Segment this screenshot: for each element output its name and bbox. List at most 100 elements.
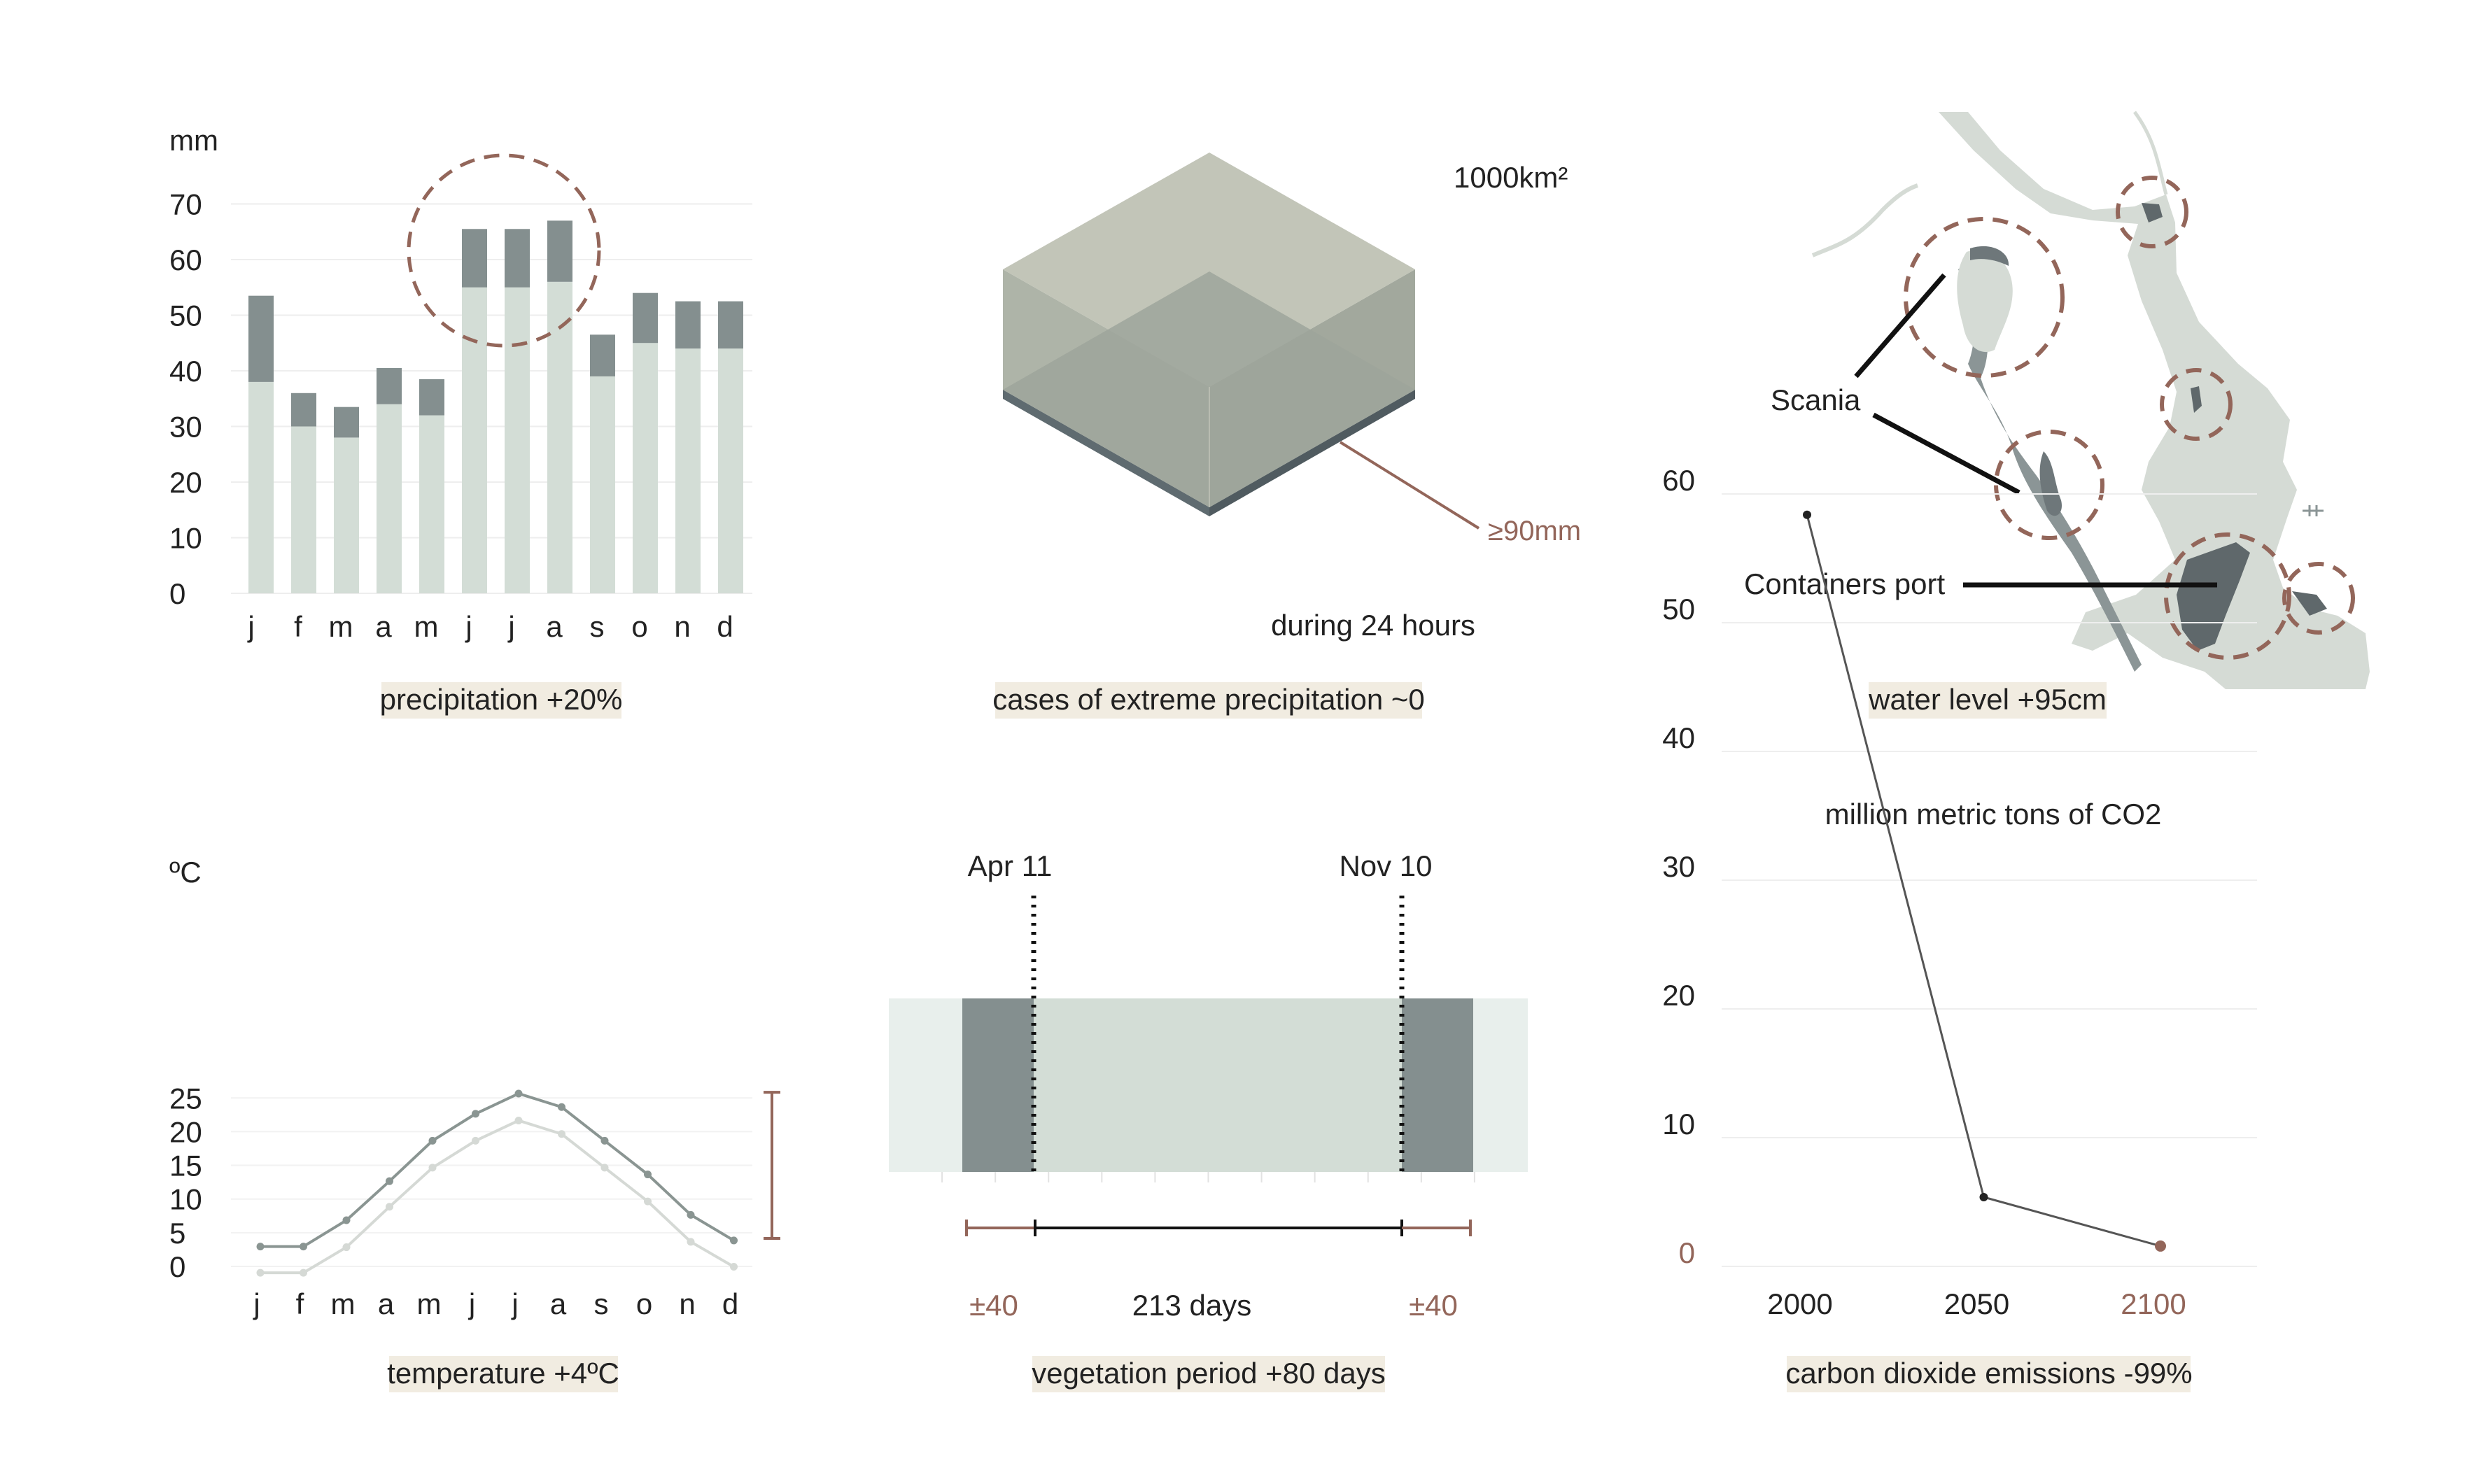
temp-point [300,1243,307,1251]
precip-x-tick: n [674,610,690,643]
water-map [1811,111,2370,689]
co2-x-tick: 2100 [2121,1287,2186,1320]
precip-y-ticks: 0 10 20 30 40 50 60 70 [169,188,202,611]
precip-bar-base [675,348,701,593]
temp-point [558,1103,565,1111]
temp-point [600,1136,609,1145]
extreme-panel: 1000km² ≥90mm during 24 hours cases of e… [992,153,1581,719]
co2-caption-bg [1787,1356,2191,1392]
temp-unit-label: ºC [169,856,202,889]
precip-y-tick: 40 [169,355,202,388]
temp-x-tick: s [594,1287,609,1320]
precip-bar-increase [377,368,402,404]
precip-bar-increase [505,229,530,288]
highlight-circle-port [2164,532,2291,660]
precip-bar-base [334,437,359,593]
temp-point [558,1130,565,1138]
duration-label: during 24 hours [1271,609,1475,642]
temp-line-projected [260,1091,735,1248]
depth-label: ≥90mm [1488,516,1581,546]
water-caption: water level +95cm [1868,683,2107,716]
precip-y-tick: 50 [169,299,202,332]
start-date-label: Apr 11 [968,849,1053,882]
east-feature [2292,591,2327,616]
precip-bar-increase [291,393,316,427]
temp-point [600,1164,609,1172]
temp-y-tick: 25 [169,1082,202,1115]
temp-y-tick: 15 [169,1150,202,1182]
temp-point [514,1117,523,1125]
co2-y-tick: 40 [1662,721,1695,754]
highlight-circle-scania-upper [1904,217,2065,378]
scania-lake-shore [1970,246,2009,266]
temp-y-tick: 5 [169,1217,185,1250]
precip-x-tick: a [546,610,563,643]
temp-point [730,1236,738,1245]
bridge-mark [2303,505,2324,516]
days-label: 213 days [1132,1289,1251,1322]
depth-leader-line [1339,441,1480,530]
temp-point [428,1164,437,1172]
temp-x-tick: d [722,1287,738,1320]
co2-title: million metric tons of CO2 [1825,798,2162,831]
co2-y-tick: 50 [1662,593,1695,626]
tributary-west [1811,183,1919,257]
co2-x-tick: 2000 [1767,1287,1832,1320]
temp-x-tick: j [510,1287,518,1320]
vegetation-caption: vegetation period +80 days [1032,1357,1386,1390]
highlight-circle-east [2282,562,2355,635]
precip-x-tick: d [717,610,733,643]
temp-point [472,1136,479,1145]
precip-bar-increase [462,229,487,288]
precip-y-tick: 20 [169,466,202,499]
cube-slab-right [1209,390,1415,516]
precip-highlight-circle [407,153,601,348]
precip-x-tick: j [464,610,472,643]
precip-unit-label: mm [169,124,218,157]
precip-caption-bg [381,682,621,719]
precip-x-tick: j [507,610,514,643]
north-feature [2142,203,2163,222]
area-label: 1000km² [1454,161,1568,194]
precip-x-tick: j [246,610,254,643]
precip-y-tick: 30 [169,411,202,444]
mid-feature [2191,386,2202,413]
precip-x-tick: s [590,610,605,643]
precip-bars [248,220,743,593]
co2-y-tick: 20 [1662,979,1695,1012]
vegetation-extension-end [1402,998,1473,1172]
tributary-north [2132,111,2168,195]
temp-x-tick: a [550,1287,567,1320]
pm-label-right: ±40 [1409,1289,1458,1322]
precip-bar-increase [675,301,701,349]
co2-point [1979,1193,1988,1201]
precip-caption: precipitation +20% [380,683,623,716]
temp-point [730,1262,738,1271]
vegetation-extension-start [962,998,1034,1172]
temp-point [386,1177,393,1185]
precip-bar-base [718,348,743,593]
precip-x-tick: m [329,610,353,643]
temp-point [472,1110,479,1118]
scania-lake-lower [2039,451,2062,516]
co2-gridlines [1722,493,2257,1267]
temp-y-tick: 10 [169,1183,202,1216]
temp-line-current [260,1119,735,1275]
precip-bar-increase [248,295,274,382]
temp-point [342,1243,351,1252]
co2-panel: million metric tons of CO2 0 10 20 30 40 50 60… [1662,464,2257,1392]
river-band [1939,112,2370,689]
cube-slab-left [1003,390,1209,516]
precip-y-tick: 0 [169,577,185,610]
precip-bar-increase [334,407,359,438]
temp-caption: temperature +4ºC [387,1357,619,1390]
temp-point [687,1210,695,1219]
extreme-caption-bg [995,682,1422,719]
containers-port-area [2177,542,2250,651]
highlight-circle-scania-lower [1994,430,2104,540]
precip-bar-base [248,381,274,593]
